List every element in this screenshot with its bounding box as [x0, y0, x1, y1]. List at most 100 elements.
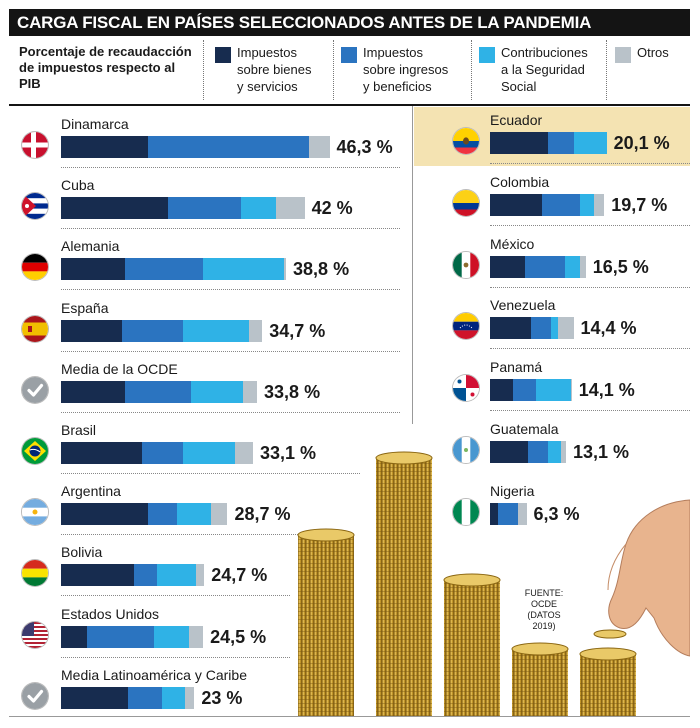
bar-segment-social [182, 442, 235, 464]
coin-stack [511, 642, 569, 716]
country-name: Alemania [61, 238, 120, 255]
bar-segment-income [530, 317, 551, 340]
bar-segment-goods [490, 441, 528, 463]
stacked-bar [61, 503, 228, 526]
ecuador-flag-icon [453, 128, 479, 154]
bar-segment-other [579, 255, 586, 278]
bar-segment-goods [490, 379, 514, 402]
usa-flag-icon [22, 621, 48, 648]
legend-divider [333, 40, 334, 100]
row-separator [61, 289, 400, 291]
bar-segment-income [133, 564, 157, 587]
bar-segment-social [182, 319, 250, 342]
nigeria-flag-icon [453, 498, 479, 525]
row-separator [61, 534, 300, 536]
stacked-bar [61, 380, 258, 403]
legend-divider [471, 40, 472, 100]
bottom-rule [9, 716, 690, 717]
bar-segment-other [210, 503, 228, 526]
country-name: Media Latinoamérica y Caribe [61, 666, 247, 683]
legend-swatch-goods [215, 47, 231, 63]
legend-swatch-other [615, 47, 631, 63]
mexico-flag-icon [453, 251, 479, 278]
coin-stack [579, 647, 637, 716]
legend-item-goods: Impuestos sobre bienes y servicios [215, 44, 345, 104]
value-label: 20,1 % [613, 133, 670, 153]
bar-segment-income [498, 502, 519, 525]
value-label: 14,1 % [578, 380, 635, 401]
country-name: Ecuador [490, 112, 543, 128]
country-name: Colombia [490, 173, 550, 190]
source-note: FUENTE: OCDE (DATOS 2019) [524, 588, 564, 631]
bar-segment-other [594, 193, 605, 216]
row-separator [61, 595, 290, 597]
row-separator [490, 348, 690, 350]
coin-stack [297, 528, 355, 716]
stacked-bar [490, 317, 574, 340]
legend-item-other: Otros [615, 44, 685, 74]
bar-segment-goods [490, 502, 499, 525]
country-name: México [490, 235, 535, 252]
country-name: Cuba [61, 177, 95, 194]
stacked-bar [61, 686, 195, 709]
denmark-flag-icon [22, 132, 48, 158]
bar-segment-other [275, 197, 305, 220]
bar-segment-social [574, 132, 607, 154]
spain-flag-icon [22, 315, 48, 342]
bar-segment-goods [490, 193, 543, 216]
row-separator [61, 167, 400, 168]
bar-segment-goods [490, 255, 525, 278]
stacked-bar [61, 258, 287, 281]
value-label: 24,5 % [210, 626, 267, 647]
coin-stack [375, 451, 433, 716]
legend-label-other: Otros [637, 45, 669, 60]
bar-segment-goods [61, 258, 125, 281]
venezuela-flag-icon [453, 313, 479, 340]
bar-segment-other [309, 136, 330, 158]
row-separator [490, 410, 690, 412]
bar-segment-income [148, 503, 177, 526]
country-name: Media de la OCDE [61, 360, 178, 377]
value-label: 33,8 % [264, 381, 321, 402]
country-name: Brasil [61, 422, 97, 438]
legend-swatch-social [479, 47, 495, 63]
bar-segment-income [142, 442, 183, 464]
panama-flag-icon [453, 375, 479, 402]
check-icon [22, 376, 48, 403]
value-label: 28,7 % [234, 504, 291, 525]
legend-item-income: Impuestos sobre ingresos y beneficios [341, 44, 481, 104]
stacked-bar [490, 193, 605, 216]
bar-segment-other [185, 686, 195, 709]
colombia-flag-icon [453, 189, 479, 216]
row-separator [61, 228, 400, 230]
legend-description: Porcentaje de recaudacción de impuestos … [19, 44, 192, 91]
chart-title: CARGA FISCAL EN PAÍSES SELECCIONADOS ANT… [9, 9, 690, 36]
row-separator [61, 411, 400, 413]
germany-flag-icon [22, 254, 48, 281]
bar-segment-social [156, 564, 196, 587]
column-divider [412, 106, 413, 424]
bar-segment-goods [490, 132, 548, 154]
bar-segment-other [571, 379, 572, 402]
stacked-bar [61, 442, 253, 464]
bar-segment-other [557, 317, 574, 340]
stacked-bar [490, 255, 586, 278]
country-name: Panamá [490, 359, 543, 376]
stacked-bar [61, 319, 263, 342]
row-separator [61, 350, 400, 352]
header-rule [9, 104, 690, 106]
stacked-bar [490, 502, 527, 525]
stacked-bar [61, 625, 204, 648]
row-separator [490, 224, 690, 226]
bar-segment-income [513, 379, 537, 402]
bar-segment-social [547, 441, 562, 463]
value-label: 13,1 % [572, 442, 630, 462]
value-label: 23 % [201, 687, 243, 708]
value-label: 16,5 % [592, 256, 649, 277]
bar-segment-income [87, 625, 154, 648]
bar-segment-social [565, 255, 580, 278]
value-label: 6,3 % [533, 503, 580, 524]
coins-illustration [297, 451, 690, 716]
country-name: Estados Unidos [61, 605, 160, 622]
value-label: 19,7 % [611, 194, 668, 215]
